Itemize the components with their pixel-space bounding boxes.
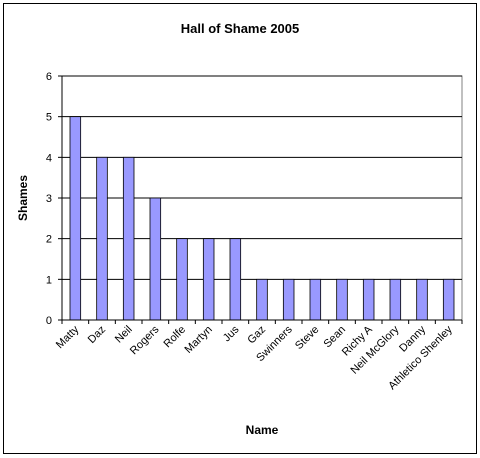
- bar-jus: [229, 238, 242, 321]
- x-axis-title: Name: [246, 423, 279, 437]
- bar-gaz: [256, 278, 268, 321]
- x-tick-label: Daz: [86, 324, 108, 346]
- x-tick-label: Gaz: [245, 324, 268, 347]
- bar-neil: [122, 156, 135, 321]
- x-tick-label: Matty: [54, 323, 82, 351]
- bar-matty: [69, 116, 82, 321]
- chart-title: Hall of Shame 2005: [181, 21, 300, 36]
- bar-sean: [336, 278, 348, 321]
- bar-rolfe: [176, 238, 188, 321]
- x-tick-label: Neil: [113, 324, 135, 346]
- y-tick-label: 3: [46, 193, 52, 205]
- y-tick-labels: 0 1 2 3 4 5 6: [46, 71, 62, 327]
- y-tick-label: 1: [46, 274, 52, 286]
- y-tick-label: 2: [46, 234, 52, 246]
- y-tick-label: 6: [46, 71, 52, 83]
- bar-rogers: [149, 197, 162, 321]
- bar-steve: [309, 278, 322, 321]
- bar-danny: [416, 278, 428, 321]
- y-tick-label: 5: [46, 112, 52, 124]
- y-axis-title: Shames: [16, 175, 30, 221]
- bar-neil-mcglory: [389, 278, 402, 321]
- bar-martyn: [202, 238, 215, 321]
- x-tick-label: Rogers: [128, 323, 162, 357]
- bar-swinners: [282, 278, 295, 321]
- bar-athletico-shenley: [442, 278, 455, 321]
- x-tick-label: Martyn: [183, 324, 215, 356]
- x-tick-label: Jus: [221, 323, 242, 344]
- x-tick-label: Steve: [293, 324, 321, 352]
- y-tick-label: 0: [46, 315, 52, 327]
- bar-richy-a: [362, 278, 375, 321]
- y-tick-label: 4: [46, 152, 52, 164]
- bar-daz: [96, 156, 108, 321]
